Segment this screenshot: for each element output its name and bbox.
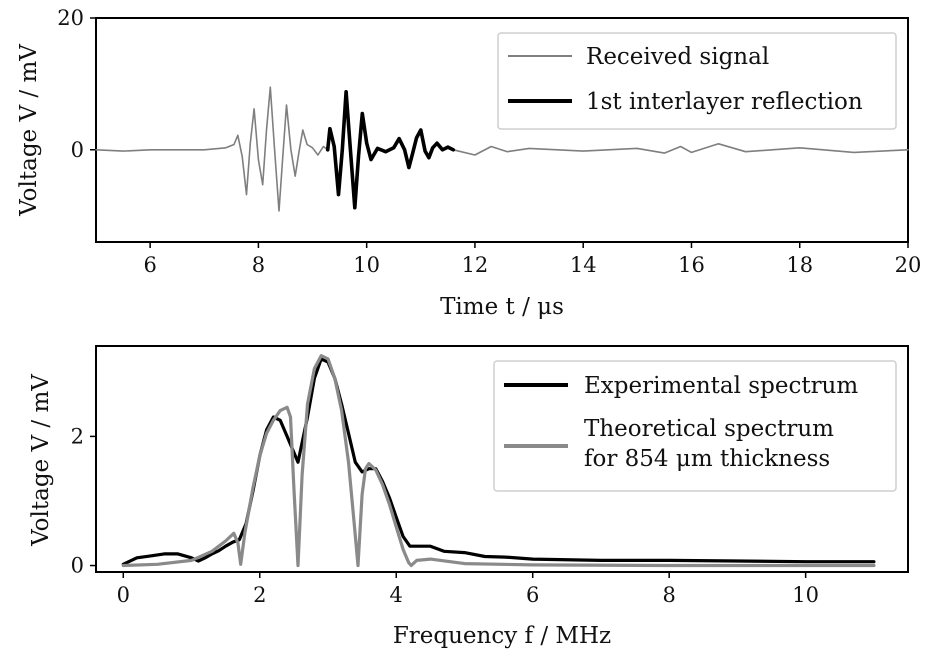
time-xtick-label-14: 14 bbox=[570, 253, 597, 277]
frequency-plot-legend: Experimental spectrum Theoretical spectr… bbox=[493, 360, 897, 492]
series-line-theoretical-spectrum bbox=[121, 354, 876, 568]
time-plot-legend-box bbox=[497, 32, 897, 130]
time-xtick-label-12: 12 bbox=[462, 253, 489, 277]
series-line-1st-interlayer-reflection bbox=[325, 90, 456, 210]
time-ytick-label-0: 0 bbox=[71, 138, 84, 162]
frequency-xtick-label-6: 6 bbox=[526, 583, 539, 607]
frequency-plot-ylabel: Voltage V / mV bbox=[28, 374, 54, 547]
legend-label-interlayer-reflection: 1st interlayer reflection bbox=[586, 89, 863, 115]
time-xtick-label-6: 6 bbox=[143, 253, 156, 277]
frequency-plot-lines bbox=[121, 354, 876, 568]
frequency-plot-xlabel: Frequency f / MHz bbox=[393, 623, 611, 649]
frequency-plot-ticks: 0 2 4 6 8 10 0 2 bbox=[71, 424, 819, 607]
frequency-xtick-label-8: 8 bbox=[662, 583, 675, 607]
frequency-xtick-label-4: 4 bbox=[390, 583, 403, 607]
time-plot-ticks: 6 8 10 12 14 16 18 20 0 20 bbox=[57, 6, 921, 277]
frequency-xtick-label-0: 0 bbox=[117, 583, 130, 607]
time-xtick-label-20: 20 bbox=[895, 253, 922, 277]
frequency-ytick-label-2: 2 bbox=[71, 424, 84, 448]
legend-label-theoretical-spectrum: Theoretical spectrum for 854 μm thickness bbox=[584, 416, 834, 472]
series-line-received-signal bbox=[95, 86, 329, 212]
frequency-xtick-label-10: 10 bbox=[792, 583, 819, 607]
time-plot-lines bbox=[95, 86, 909, 212]
frequency-ytick-label-0: 0 bbox=[71, 554, 84, 578]
legend-label-received-signal: Received signal bbox=[586, 44, 769, 70]
time-domain-plot: 6 8 10 12 14 16 18 20 0 20 Time t / μs Voltage V … bbox=[16, 6, 921, 320]
legend-label-line-2: for 854 μm thickness bbox=[584, 446, 830, 472]
time-plot-frame bbox=[95, 17, 909, 243]
time-xtick-label-8: 8 bbox=[252, 253, 265, 277]
frequency-xtick-label-2: 2 bbox=[253, 583, 266, 607]
time-plot-ylabel: Voltage V / mV bbox=[16, 44, 42, 217]
frequency-plot-frame bbox=[95, 345, 909, 573]
legend-label-experimental-spectrum: Experimental spectrum bbox=[584, 373, 858, 399]
time-xtick-label-18: 18 bbox=[786, 253, 813, 277]
time-xtick-label-16: 16 bbox=[678, 253, 705, 277]
time-plot-legend: Received signal 1st interlayer reflectio… bbox=[497, 32, 897, 130]
time-plot-xlabel: Time t / μs bbox=[440, 294, 564, 320]
time-xtick-label-10: 10 bbox=[353, 253, 380, 277]
frequency-domain-plot: 0 2 4 6 8 10 0 2 Frequency f / MHz Voltage V / … bbox=[28, 345, 909, 649]
frequency-plot-legend-box bbox=[493, 360, 897, 492]
legend-label-line-1: Theoretical spectrum bbox=[584, 416, 834, 442]
time-ytick-label-20: 20 bbox=[57, 6, 84, 30]
series-line-received-signal-tail bbox=[452, 143, 909, 156]
